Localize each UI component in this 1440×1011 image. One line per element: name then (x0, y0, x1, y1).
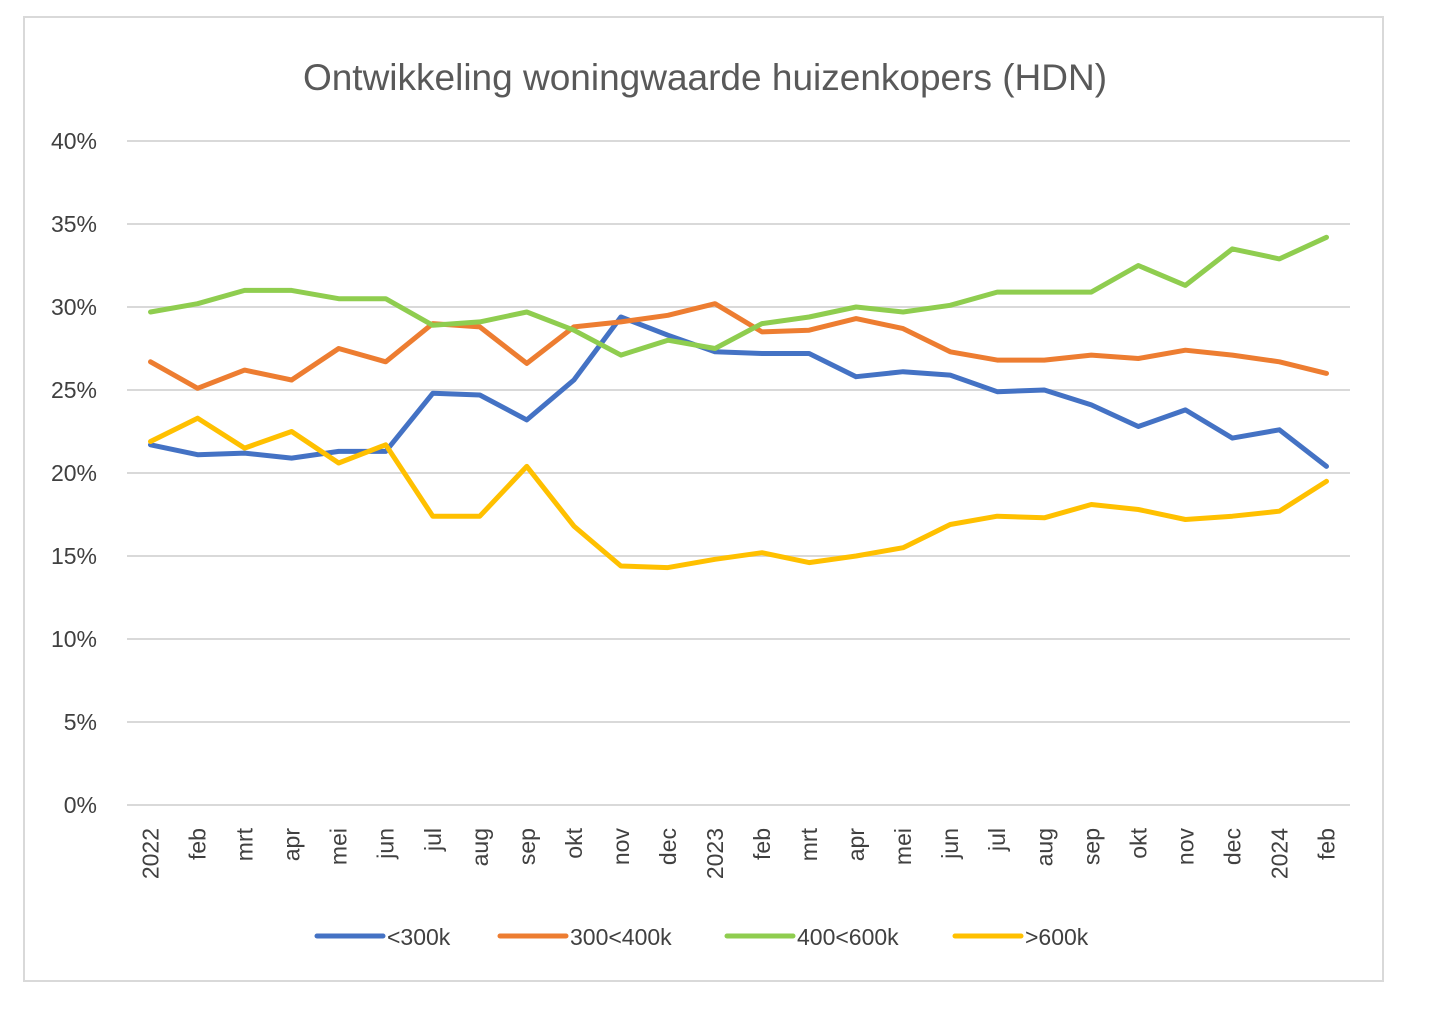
x-tick-label: jun (373, 828, 399, 860)
x-tick-label: apr (279, 828, 305, 862)
x-tick-label: dec (655, 828, 681, 865)
line-chart: Ontwikkeling woningwaarde huizenkopers (… (51, 57, 1350, 950)
x-tick-label: jul (984, 828, 1010, 852)
x-tick-label: mrt (232, 827, 258, 861)
x-axis-ticks: 2022 feb mrt apr mei jun jul aug sep okt nov dec 202… (138, 827, 1340, 879)
y-tick-label: 10% (51, 626, 97, 652)
x-tick-label: 2023 (702, 828, 728, 879)
x-tick-label: okt (561, 827, 587, 858)
x-tick-label: dec (1219, 828, 1245, 865)
x-tick-label: jun (937, 828, 963, 860)
y-tick-label: 5% (64, 709, 97, 735)
x-tick-label: feb (185, 828, 211, 860)
x-tick-label: okt (1125, 827, 1151, 858)
y-tick-label: 35% (51, 211, 97, 237)
y-tick-label: 40% (51, 128, 97, 154)
y-tick-label: 15% (51, 543, 97, 569)
x-tick-label: mrt (796, 827, 822, 861)
x-tick-label: mei (326, 828, 352, 865)
y-tick-label: 30% (51, 294, 97, 320)
x-tick-label: nov (608, 828, 634, 866)
x-tick-label: apr (843, 828, 869, 862)
x-tick-label: 2022 (138, 828, 164, 879)
x-tick-label: sep (1078, 828, 1104, 865)
legend: <300k 300<400k 400<600k >600k (314, 924, 1089, 950)
y-tick-label: 25% (51, 377, 97, 403)
x-tick-label: mei (890, 828, 916, 865)
legend-label: >600k (1025, 924, 1089, 950)
x-tick-label: jul (420, 828, 446, 852)
y-tick-label: 0% (64, 792, 97, 818)
x-tick-label: feb (1313, 828, 1339, 860)
legend-label: 400<600k (797, 924, 899, 950)
x-tick-label: aug (1031, 828, 1057, 866)
x-tick-label: 2024 (1266, 828, 1292, 879)
legend-label: <300k (387, 924, 451, 950)
gridlines (127, 140, 1350, 806)
chart-title: Ontwikkeling woningwaarde huizenkopers (… (303, 57, 1107, 98)
series-line-1 (148, 301, 1329, 391)
x-tick-label: aug (467, 828, 493, 866)
series-line-0 (148, 314, 1329, 469)
series-line-2 (148, 234, 1329, 358)
x-tick-label: feb (749, 828, 775, 860)
x-tick-label: sep (514, 828, 540, 865)
series-lines (148, 234, 1329, 571)
legend-label: 300<400k (570, 924, 672, 950)
y-tick-label: 20% (51, 460, 97, 486)
x-tick-label: nov (1172, 828, 1198, 866)
series-line-3 (148, 415, 1329, 571)
chart-frame: Ontwikkeling woningwaarde huizenkopers (… (23, 16, 1384, 982)
y-axis-ticks: 0% 5% 10% 15% 20% 25% 30% 35% 40% (51, 128, 97, 818)
